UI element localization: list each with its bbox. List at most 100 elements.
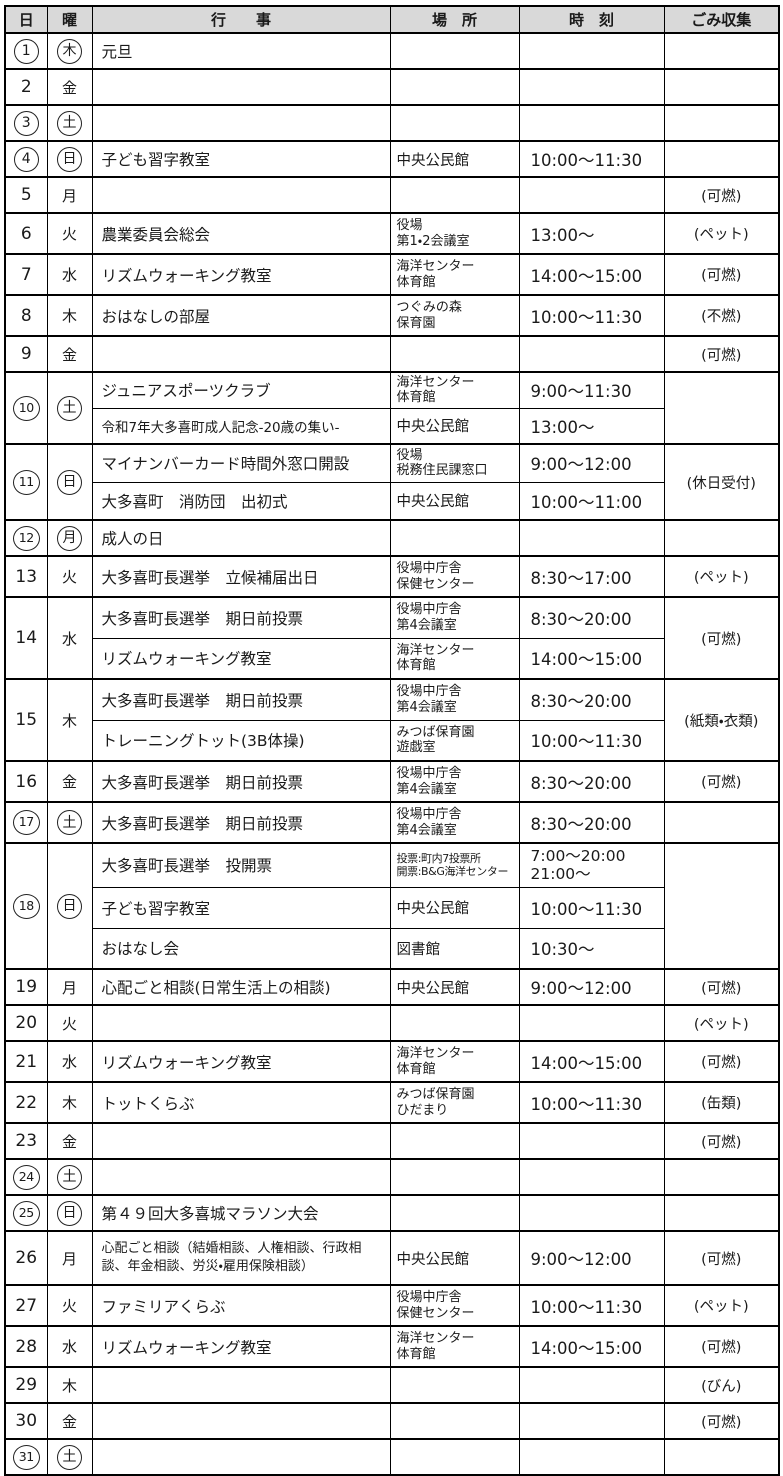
garbage-label: (缶類) xyxy=(701,1096,742,1112)
event-title: 元旦 xyxy=(101,43,133,61)
place-line: 体育館 xyxy=(396,274,436,290)
weekday-cell: 火 xyxy=(46,1004,92,1041)
day-cell: 1 xyxy=(4,32,47,69)
header-event: 行 事 xyxy=(91,6,390,33)
weekday-label: 金 xyxy=(61,1412,77,1431)
place-line: 税務住民課窓口 xyxy=(396,463,488,479)
garbage-label: (可燃) xyxy=(701,1055,742,1071)
weekday-cell: 火 xyxy=(46,555,92,597)
place-cell xyxy=(389,1004,519,1041)
event-cell: 成人の日 xyxy=(91,519,390,556)
event-title: リズムウォーキング教室 xyxy=(101,650,272,669)
weekday-label: 金 xyxy=(61,345,77,364)
table-row: 15 木 大多喜町長選挙 期日前投票 役場中庁舎 第4会議室 8:30～20:00… xyxy=(4,678,779,761)
table-header: 日 曜 行 事 場 所 時 刻 ごみ収集 xyxy=(4,6,779,33)
place-cell: 中央公民館 xyxy=(389,968,519,1005)
garbage-cell: (ペット) xyxy=(663,212,779,254)
garbage-label: (可燃) xyxy=(701,1134,742,1151)
garbage-label: (びん) xyxy=(701,1378,742,1395)
place-line: 保健センター xyxy=(396,576,475,592)
event-cell xyxy=(91,68,390,105)
place-line: みつば保育園 xyxy=(396,724,475,740)
garbage-label: (休日受付) xyxy=(686,475,756,492)
event-title: 大多喜町長選挙 期日前投票 xyxy=(101,814,304,833)
day-number: 18 xyxy=(12,893,40,919)
garbage-cell: (可燃) xyxy=(663,968,779,1005)
place-cell xyxy=(389,1158,519,1195)
place-cell: 役場中庁舎 第4会議室 xyxy=(389,596,519,638)
table-row: 11 日 マイナンバーカード時間外窓口開設 役場 税務住民課窓口 9:00～12:… xyxy=(4,443,779,520)
event-cell: ファミリアくらぶ xyxy=(91,1284,390,1326)
place-cell: 役場中庁舎 第4会議室 xyxy=(389,801,519,843)
event-cell: 大多喜町長選挙 立候補届出日 xyxy=(91,555,390,597)
time-cell: 10:00～11:30 xyxy=(518,719,664,761)
day-cell: 24 xyxy=(4,1158,47,1195)
place-line: 役場中庁舎 xyxy=(396,561,462,577)
weekday-label: 火 xyxy=(61,1014,77,1033)
place-cell xyxy=(389,1194,519,1231)
day-number: 23 xyxy=(15,1131,38,1151)
weekday-cell: 土 xyxy=(46,801,92,843)
weekday-cell: 水 xyxy=(46,253,92,295)
weekday-cell: 水 xyxy=(46,1325,92,1367)
day-cell: 23 xyxy=(4,1122,47,1159)
event-title: 大多喜町 消防団 出初式 xyxy=(101,492,288,511)
garbage-cell: (可燃) xyxy=(663,1325,779,1367)
place-line: 保育園 xyxy=(396,315,436,331)
garbage-cell: (可燃) xyxy=(663,335,779,372)
schedule-table: 日 曜 行 事 場 所 時 刻 ごみ収集 1 木 元旦 2 金 3 土 4 日 … xyxy=(4,5,780,1476)
weekday-label: 木 xyxy=(61,1376,77,1395)
weekday-label: 金 xyxy=(61,773,77,791)
event-cell xyxy=(91,1438,390,1475)
event-cell xyxy=(91,1004,390,1041)
time-cell xyxy=(518,1366,664,1403)
place-line: 投票:町内7投票所 xyxy=(396,851,482,865)
garbage-label: (可燃) xyxy=(701,188,742,205)
day-cell: 8 xyxy=(4,294,47,336)
event-cell: リズムウォーキング教室 xyxy=(91,253,390,295)
day-number: 28 xyxy=(15,1336,38,1357)
time-line: 10:00～11:30 xyxy=(530,732,643,752)
event-title: 第４９回大多喜城マラソン大会 xyxy=(101,1205,319,1223)
weekday-cell: 木 xyxy=(46,32,92,69)
place-line: 開票:B&G海洋センター xyxy=(396,865,509,879)
event-title: 子ども習字教室 xyxy=(101,151,211,169)
garbage-cell xyxy=(663,1438,779,1475)
place-cell xyxy=(389,68,519,105)
table-row: 23 金 (可燃) xyxy=(4,1122,779,1159)
time-cell: 9:00～11:30 xyxy=(518,371,664,408)
event-cell: 子ども習字教室 xyxy=(91,140,390,177)
event-title: 心配ごと相談(日常生活上の相談) xyxy=(101,979,331,997)
time-cell: 8:30～20:00 xyxy=(518,801,664,843)
time-cell: 14:00～15:00 xyxy=(518,1040,664,1082)
garbage-label: (可燃) xyxy=(701,1414,742,1431)
place-cell: 役場中庁舎 保健センター xyxy=(389,555,519,597)
place-cell xyxy=(389,335,519,372)
event-cell: マイナンバーカード時間外窓口開設 xyxy=(91,443,390,482)
table-row: 12 月 成人の日 xyxy=(4,519,779,556)
place-line: 海洋センター xyxy=(396,259,475,275)
table-row: 22 木 トットくらぶ みつば保育園 ひだまり 10:00～11:30 (缶類) xyxy=(4,1081,779,1123)
event-cell: 心配ごと相談（結婚相談、人権相談、行政相談、年金相談、労災・雇用保険相談） xyxy=(91,1230,390,1285)
garbage-cell xyxy=(663,371,779,444)
place-line: 中央公民館 xyxy=(396,980,470,997)
day-number: 9 xyxy=(20,344,32,364)
weekday-label: 日 xyxy=(57,146,82,172)
event-cell: 大多喜町長選挙 期日前投票 xyxy=(91,678,390,720)
garbage-label: (可燃) xyxy=(701,775,742,791)
day-number: 30 xyxy=(15,1411,38,1431)
table-row: 30 金 (可燃) xyxy=(4,1402,779,1439)
table-row: 3 土 xyxy=(4,104,779,141)
place-cell xyxy=(389,32,519,69)
event-title: おはなしの部屋 xyxy=(101,307,211,326)
table-row: 25 日 第４９回大多喜城マラソン大会 xyxy=(4,1194,779,1231)
place-cell: 役場中庁舎 第4会議室 xyxy=(389,678,519,720)
weekday-label: 水 xyxy=(61,629,77,648)
garbage-cell: (ペット) xyxy=(663,1284,779,1326)
table-row: 2 金 xyxy=(4,68,779,105)
event-cell xyxy=(91,1122,390,1159)
weekday-label: 木 xyxy=(61,1094,77,1112)
garbage-cell: (可燃) xyxy=(663,1122,779,1159)
place-line: 海洋センター xyxy=(396,1046,475,1062)
table-row: 21 水 リズムウォーキング教室 海洋センター 体育館 14:00～15:00 (… xyxy=(4,1040,779,1082)
